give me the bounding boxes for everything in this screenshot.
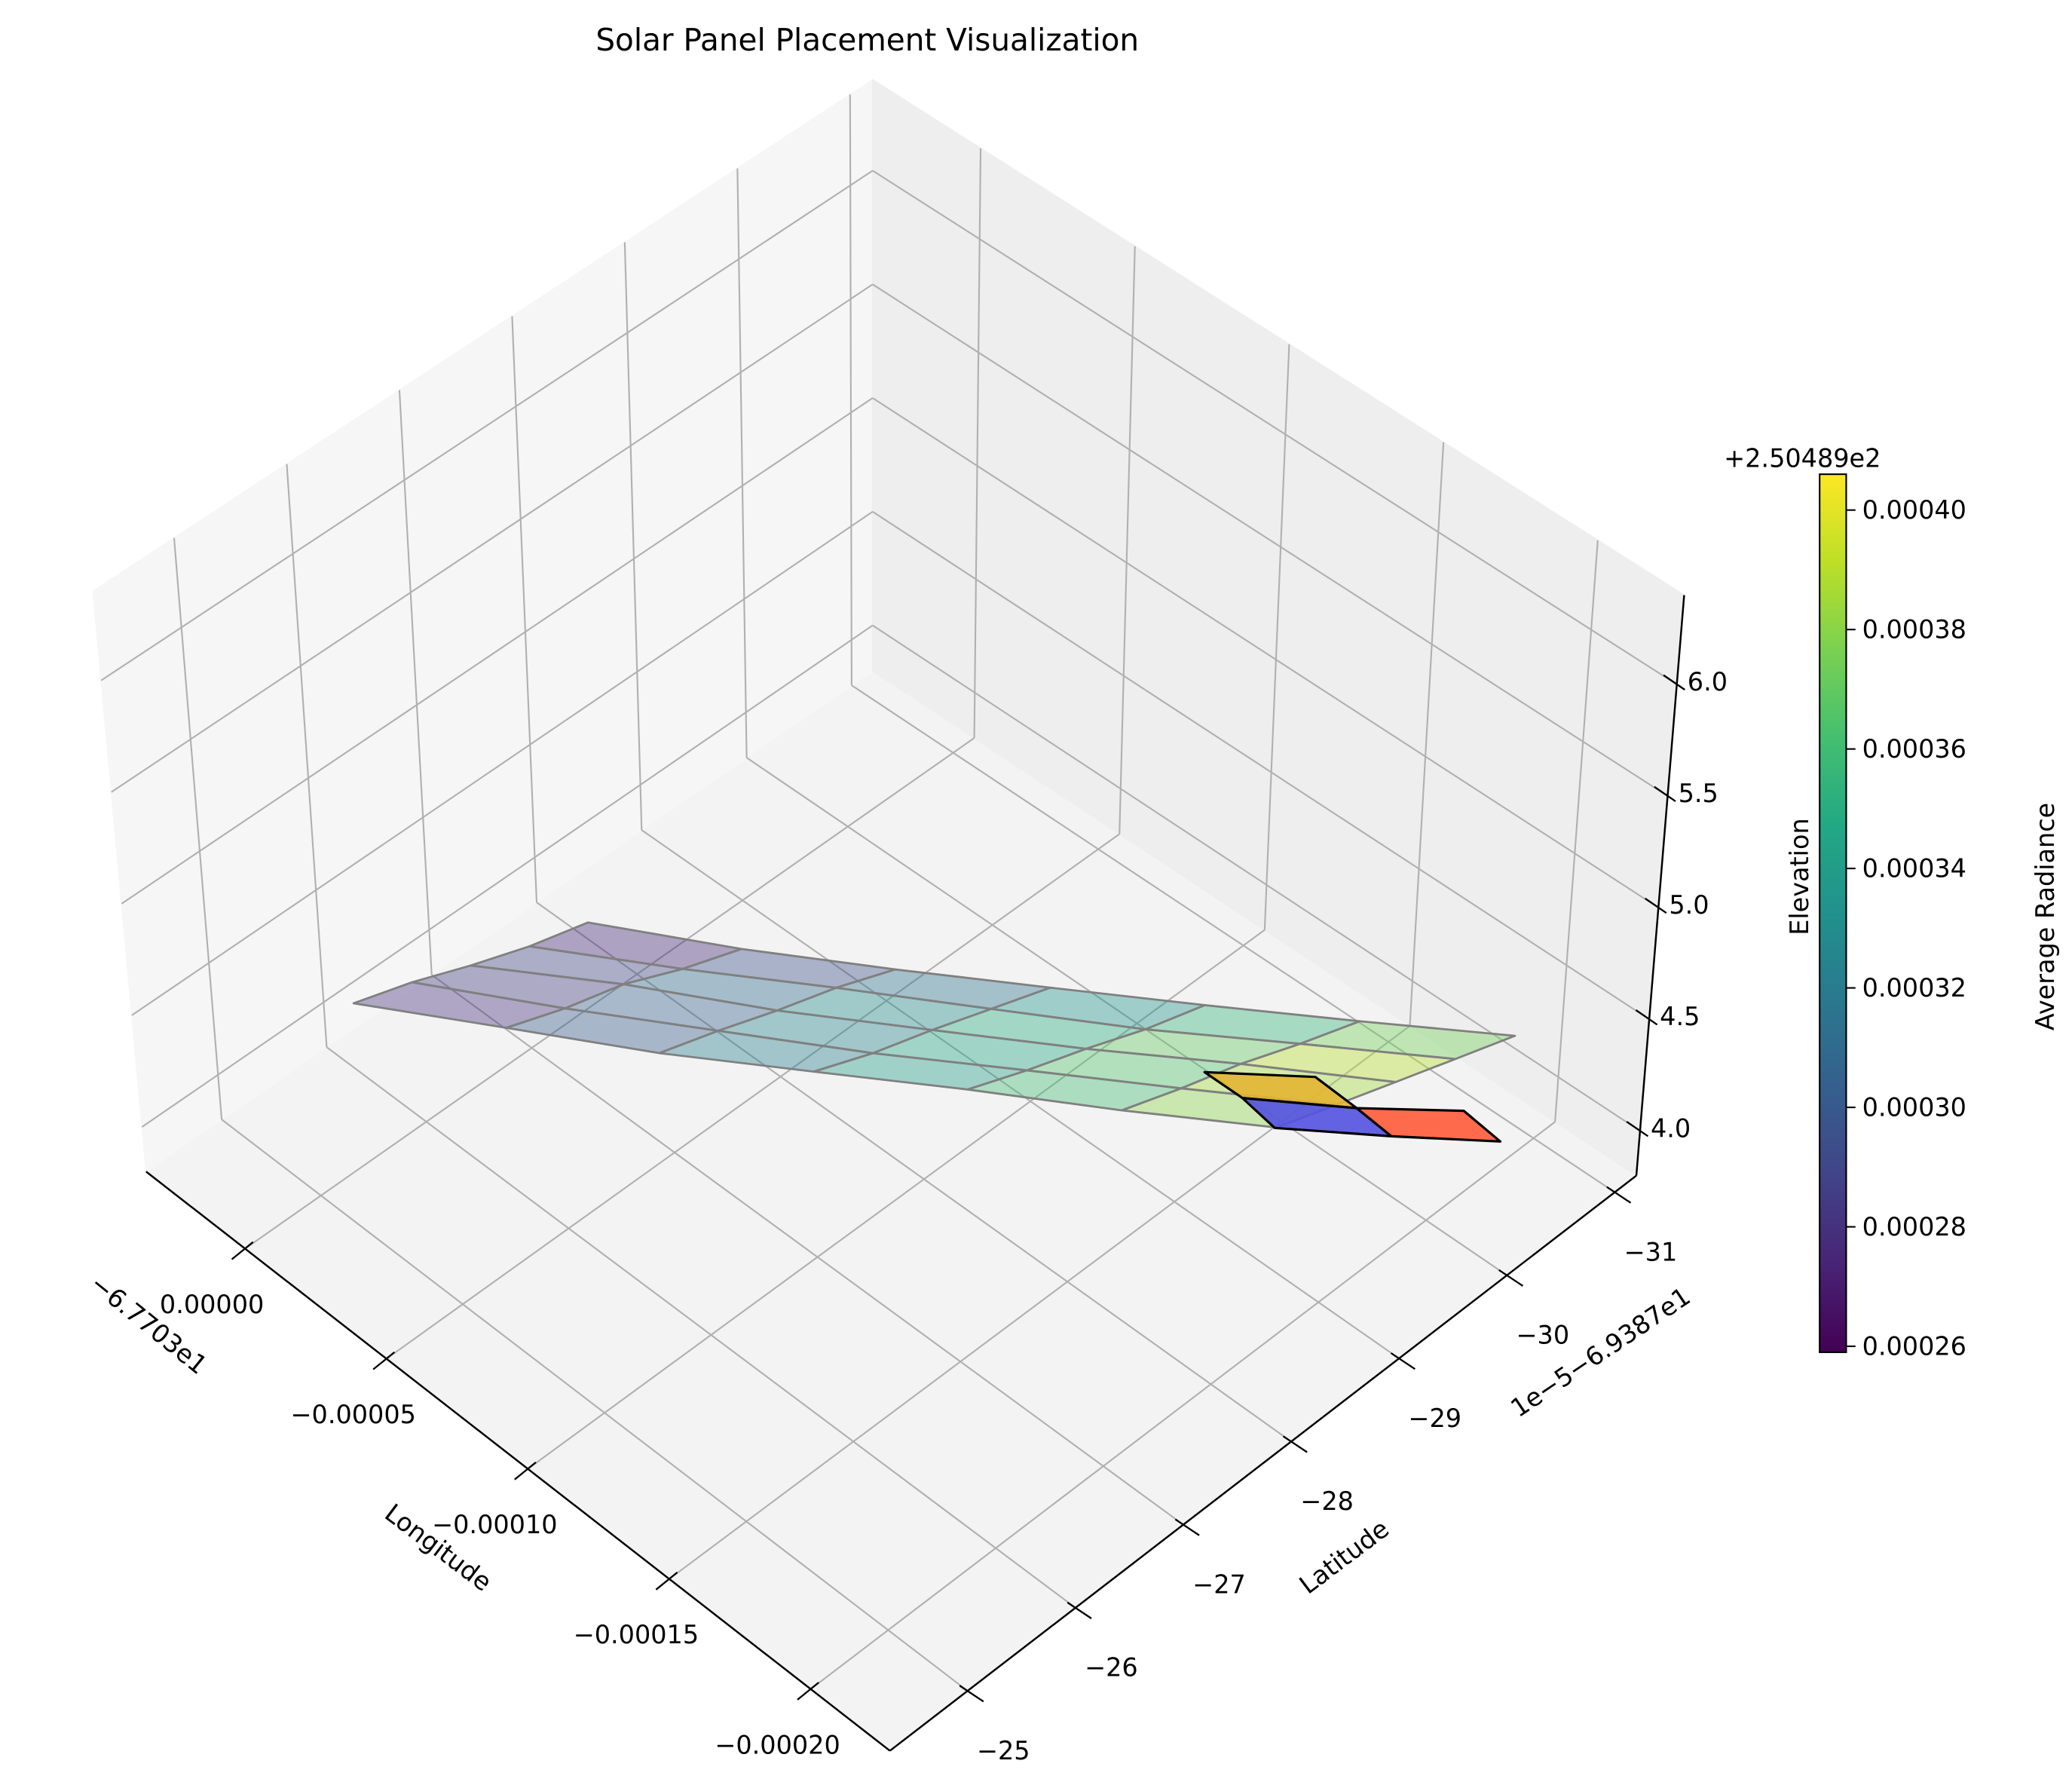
- grid-line: [221, 1119, 969, 1692]
- x-tick-label: 0.00000: [160, 1290, 264, 1319]
- y-tick: [1174, 1518, 1200, 1536]
- grid-line: [527, 929, 1266, 1470]
- grid-line: [851, 684, 1615, 1193]
- grid-line: [872, 283, 1669, 797]
- z-offset-text: +2.50489e2: [1724, 443, 1881, 473]
- grid-line: [872, 624, 1641, 1132]
- grid-line: [872, 510, 1650, 1021]
- colorbar-tick-label: 0.00036: [1862, 734, 1966, 764]
- grid-line: [100, 170, 874, 681]
- grid-line: [746, 757, 1507, 1276]
- colorbar-tick-label: 0.00026: [1862, 1331, 1966, 1361]
- axes: [145, 595, 1685, 1752]
- colorbar-tick-label: 0.00032: [1862, 973, 1966, 1003]
- z-tick: [1626, 1121, 1649, 1137]
- labels: 0.00000 −0.00005 −0.00010 −0.00015 −0.00020 −…: [160, 667, 1728, 1765]
- grid-line: [244, 737, 975, 1250]
- z-tick-label: 6.0: [1688, 667, 1728, 697]
- x-tick-label: −0.00020: [715, 1730, 840, 1759]
- grid-line: [131, 510, 874, 1016]
- colorbar: [1819, 473, 1847, 1353]
- grid-line: [511, 316, 538, 903]
- x-tick-label: −0.00010: [432, 1510, 557, 1539]
- y-axis-label: Latitude: [1294, 1514, 1394, 1600]
- y-tick: [959, 1685, 984, 1703]
- colorbar-label: Average Radiance: [2031, 803, 2060, 1030]
- grid-line: [141, 624, 874, 1128]
- y-axis-line: [889, 1174, 1637, 1752]
- x-offset-text: −6.7703e1: [84, 1269, 213, 1380]
- grid-line: [173, 537, 223, 1120]
- x-axis-line: [145, 1171, 891, 1752]
- grid-line: [1554, 540, 1599, 1122]
- y-tick: [1282, 1435, 1308, 1453]
- y-tick-label: −30: [1517, 1321, 1570, 1350]
- x-tick: [372, 1351, 396, 1370]
- grid-line: [386, 833, 1120, 1360]
- grid-line: [326, 1046, 1076, 1609]
- z-tick: [1645, 897, 1667, 914]
- grid-line: [431, 974, 1184, 1526]
- grid-line: [872, 170, 1678, 685]
- grid: [100, 94, 1678, 1692]
- y-tick: [1606, 1186, 1632, 1204]
- y-offset-text: 1e−5−6.9387e1: [1505, 1281, 1696, 1423]
- y-tick: [1390, 1352, 1416, 1370]
- z-tick-label: 5.0: [1669, 890, 1709, 920]
- grid-line: [736, 168, 748, 758]
- x-tick: [797, 1682, 819, 1701]
- colorbar-tick-label: 0.00030: [1862, 1093, 1966, 1122]
- colorbar-tick-label: 0.00028: [1862, 1212, 1966, 1242]
- x-tick: [514, 1461, 537, 1480]
- z-axis-label: Elevation: [1785, 818, 1814, 935]
- x-tick-label: −0.00015: [574, 1620, 699, 1649]
- grid-line: [536, 902, 1292, 1443]
- panes: [92, 78, 1685, 1752]
- grid-line: [286, 464, 328, 1048]
- solar-panel: [1355, 1107, 1502, 1143]
- grid-line: [973, 148, 982, 739]
- y-tick-label: −29: [1408, 1404, 1461, 1433]
- grid-line: [810, 1121, 1556, 1690]
- y-tick-label: −27: [1192, 1569, 1246, 1599]
- y-tick-label: −28: [1300, 1487, 1354, 1516]
- grid-line: [111, 283, 874, 793]
- y-tick-label: −31: [1624, 1237, 1678, 1266]
- z-tick-label: 4.5: [1660, 1002, 1700, 1031]
- x-tick-label: −0.00005: [290, 1400, 415, 1429]
- x-tick: [231, 1241, 254, 1260]
- y-tick-label: −26: [1085, 1653, 1138, 1682]
- x-tick: [655, 1572, 678, 1591]
- grid-line: [1409, 442, 1445, 1027]
- z-tick-label: 4.0: [1651, 1113, 1691, 1143]
- grid-line: [1263, 344, 1290, 930]
- grid-line: [121, 397, 874, 905]
- marks: [352, 921, 1517, 1143]
- y-tick-label: −25: [977, 1736, 1030, 1765]
- colorbar-tick-label: 0.00040: [1862, 495, 1966, 525]
- grid-line: [398, 390, 433, 975]
- grid-line: [872, 397, 1659, 909]
- grid-line: [849, 94, 852, 686]
- z-tick: [1654, 785, 1676, 803]
- grid-line: [1119, 246, 1136, 834]
- chart-title: Solar Panel Placement Visualization: [595, 22, 1139, 58]
- grid-line: [623, 242, 643, 831]
- z-axis-line: [1635, 595, 1685, 1176]
- colorbar-tick-label: 0.00038: [1862, 615, 1966, 645]
- z-tick: [1635, 1009, 1658, 1026]
- y-tick: [1498, 1269, 1524, 1287]
- z-tick: [1663, 674, 1685, 690]
- grid-line: [641, 829, 1400, 1359]
- z-tick-label: 5.5: [1679, 779, 1719, 808]
- y-tick: [1067, 1601, 1092, 1619]
- colorbar-tick-label: 0.00034: [1862, 854, 1966, 883]
